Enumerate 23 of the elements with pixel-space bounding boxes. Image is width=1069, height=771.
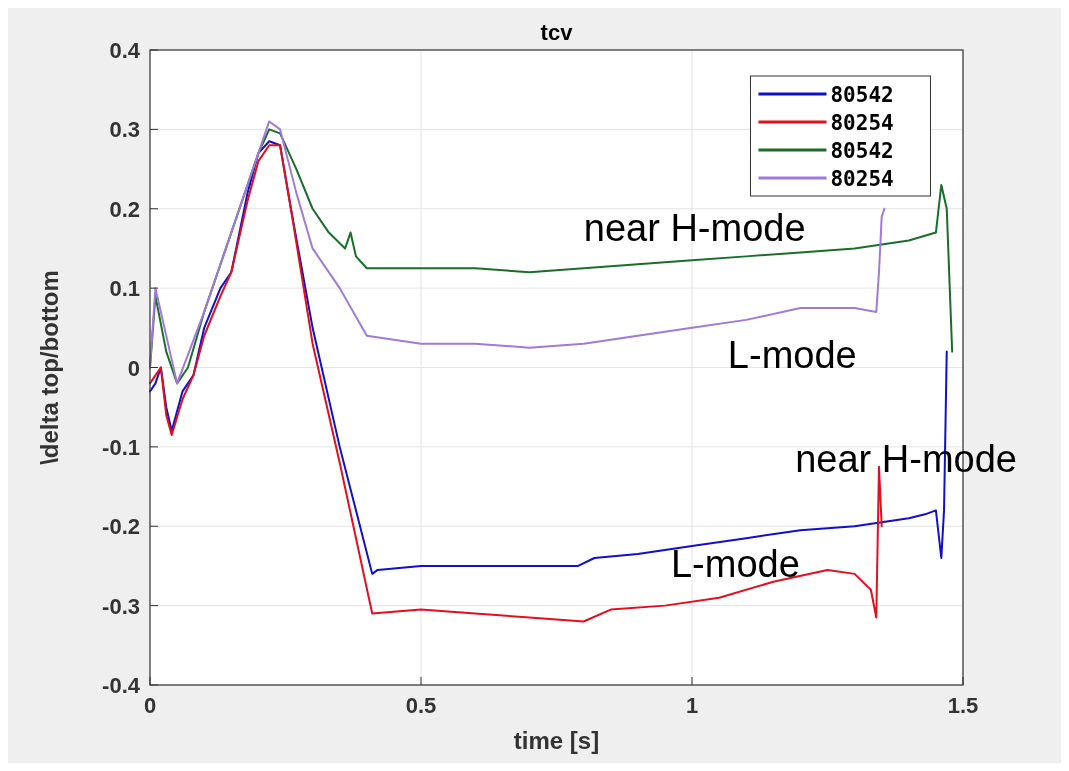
y-tick-label: 0.3	[109, 117, 140, 143]
legend-label: 80254	[830, 167, 894, 191]
y-tick-label: -0.3	[102, 593, 140, 619]
annotation: L-mode	[670, 543, 800, 586]
y-tick-label: 0.4	[109, 38, 141, 63]
chart-title: tcv	[540, 20, 574, 45]
x-axis-title: time [s]	[513, 727, 600, 754]
y-tick-label: 0	[127, 355, 140, 381]
x-tick-label: 1.5	[947, 693, 979, 718]
y-tick-label: 0.1	[109, 276, 140, 302]
y-tick-label: 0.2	[109, 196, 140, 222]
x-tick-label: 0	[143, 693, 157, 718]
annotation: L-mode	[727, 333, 857, 376]
y-tick-label: -0.2	[102, 514, 140, 540]
y-axis-title: \delta top/bottom	[36, 270, 63, 465]
annotation: near H-mode	[583, 206, 806, 249]
x-tick-label: 1	[685, 693, 699, 718]
y-tick-label: -0.1	[102, 434, 140, 460]
x-tick-label: 0.5	[405, 693, 437, 718]
legend-label: 80254	[830, 111, 894, 135]
legend-label: 80542	[830, 139, 894, 163]
y-tick-label: -0.4	[102, 673, 141, 698]
legend-label: 80542	[830, 83, 894, 107]
